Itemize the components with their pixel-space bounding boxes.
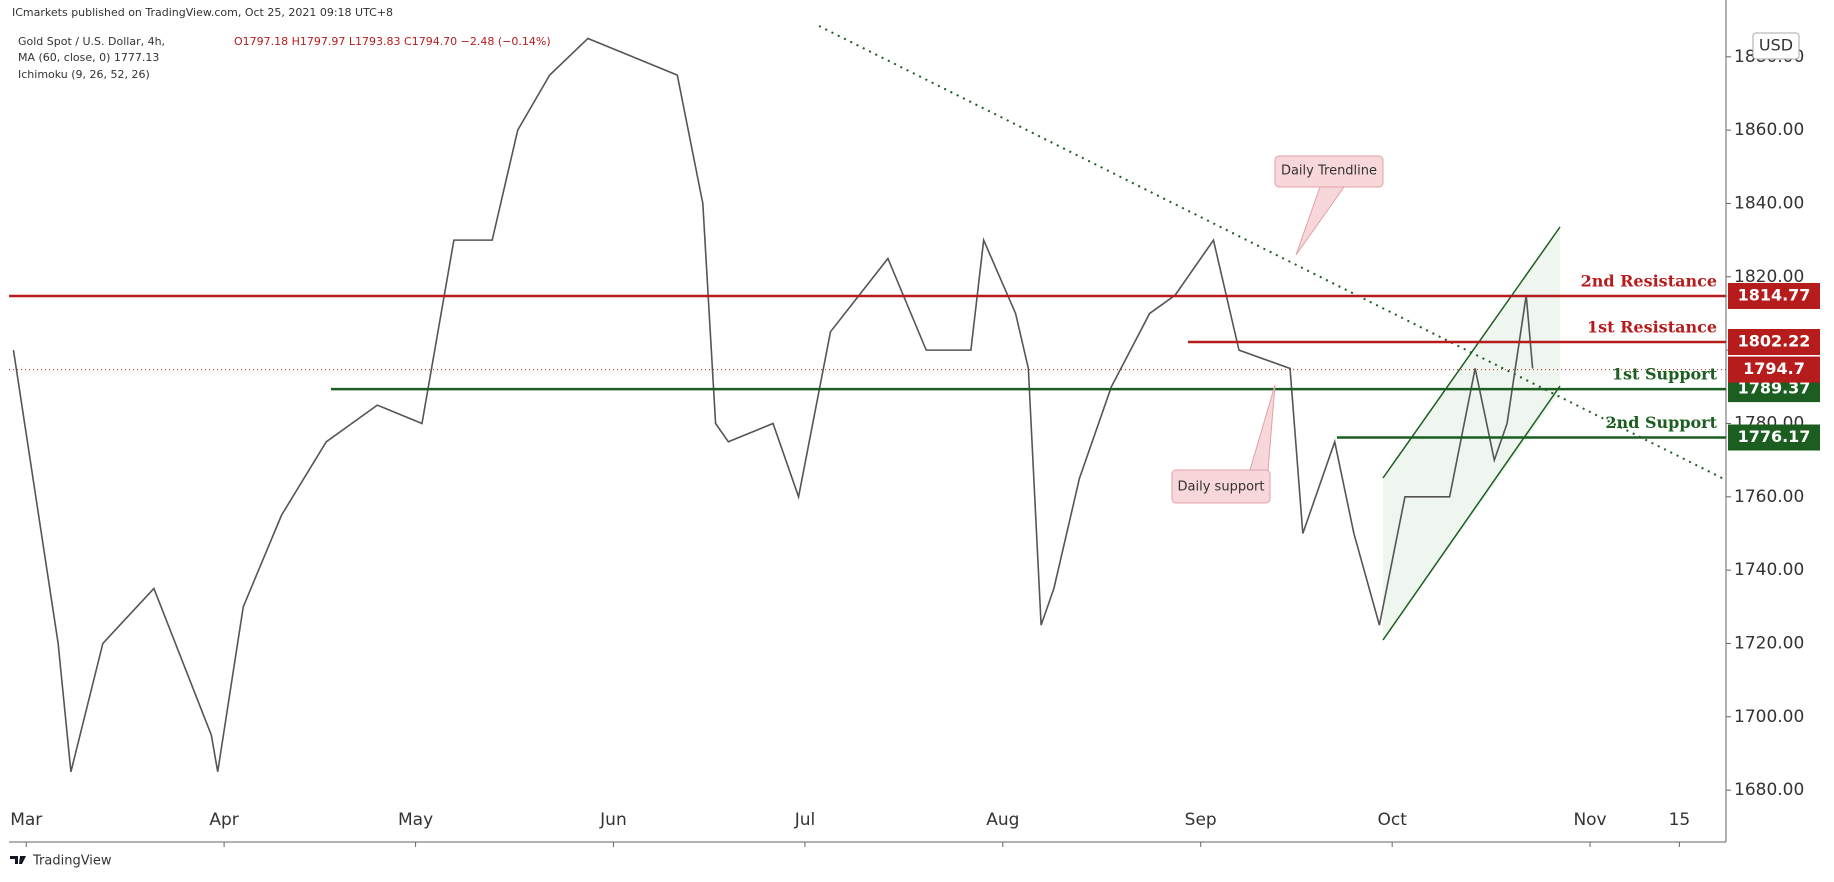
ohlc: O1797.18 H1797.97 L1793.83 C1794.70 −2.4… — [234, 35, 551, 48]
price-box — [1728, 328, 1820, 355]
x-tick-label: Oct — [1377, 810, 1407, 830]
channel-fill — [1383, 227, 1560, 640]
y-tick-label: 1680.00 — [1734, 780, 1804, 800]
y-tick-label: 1720.00 — [1734, 633, 1804, 653]
x-tick-label: Mar — [10, 810, 42, 830]
plot-area — [9, 26, 1726, 807]
price-box-label: 1789.37 — [1738, 379, 1811, 398]
price-box-label: 1814.77 — [1738, 285, 1811, 304]
y-tick-label: 1840.00 — [1734, 193, 1804, 213]
level-name: 1st Resistance — [1587, 317, 1717, 336]
price-box — [1728, 356, 1820, 383]
price-line — [12, 37, 1534, 772]
price-box-label: 1794.7 — [1743, 359, 1805, 378]
x-tick-label: Nov — [1573, 810, 1606, 830]
currency-box[interactable] — [1752, 32, 1800, 60]
annotation: Daily Trendline — [1281, 164, 1377, 179]
currency[interactable]: USD — [1759, 36, 1793, 55]
price-box-label: 1776.17 — [1738, 427, 1811, 446]
annotation-box — [1171, 469, 1271, 504]
symbol-title: Gold Spot / U.S. Dollar, 4h, — [18, 35, 165, 48]
level-name: 2nd Resistance — [1581, 271, 1717, 290]
indicator: Ichimoku (9, 26, 52, 26) — [18, 68, 150, 81]
publisher: ICmarkets published on TradingView.com, … — [12, 6, 393, 19]
channel-lower — [1382, 385, 1561, 641]
x-tick-label: Jul — [794, 810, 816, 830]
annotation: Daily support — [1178, 480, 1265, 495]
x-tick-label: Sep — [1185, 810, 1217, 830]
price-box — [1728, 282, 1820, 309]
x-tick-label: Jun — [599, 810, 627, 830]
y-tick-label: 1740.00 — [1734, 560, 1804, 580]
indicator: MA (60, close, 0) 1777.13 — [18, 51, 159, 64]
brand-logo-mark — [10, 856, 26, 864]
x-tick-label: Aug — [986, 810, 1019, 830]
annotation-pointer — [1249, 384, 1276, 471]
brand[interactable]: TradingView — [32, 854, 112, 869]
x-tick-label: Apr — [209, 810, 238, 830]
daily-trendline — [818, 25, 1727, 481]
x-tick-label: May — [398, 810, 433, 830]
y-tick-label: 1700.00 — [1734, 707, 1804, 727]
x-tick-label: 15 — [1669, 810, 1691, 830]
y-tick-label: 1860.00 — [1734, 120, 1804, 140]
annotation-pointer — [1295, 186, 1345, 256]
price-box-label: 1802.22 — [1738, 331, 1811, 350]
price-box — [1728, 424, 1820, 451]
y-tick-label: 1760.00 — [1734, 487, 1804, 507]
level-name: 2nd Support — [1605, 413, 1717, 432]
y-tick-label: 1820.00 — [1734, 267, 1804, 287]
level-name: 1st Support — [1612, 365, 1718, 384]
